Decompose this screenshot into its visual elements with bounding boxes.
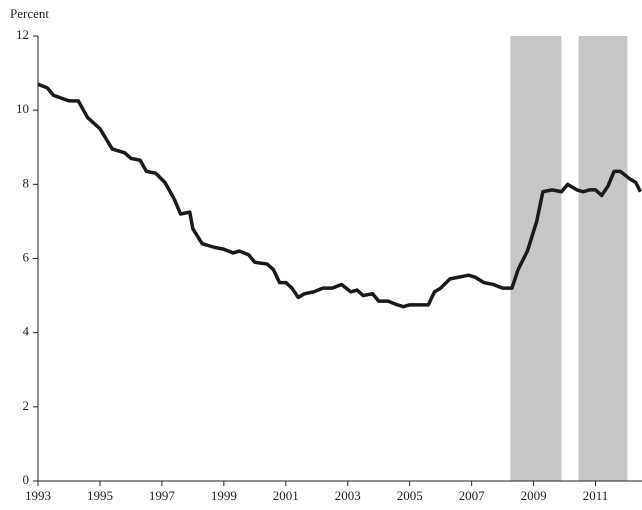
x-tick-label: 1997 [149,488,176,503]
y-tick-label: 6 [23,249,30,264]
data-line [37,82,642,309]
y-tick-label: 10 [16,101,29,116]
x-tick-label: 1999 [211,488,237,503]
y-tick-label: 2 [23,398,30,413]
x-tick-label: 1995 [87,488,113,503]
y-tick-label: 0 [23,472,30,487]
y-tick-label: 4 [23,324,30,339]
x-tick-label: 2009 [521,488,547,503]
x-tick-label: 2007 [459,488,486,503]
y-tick-label: 8 [23,175,30,190]
x-tick-label: 1993 [25,488,51,503]
x-tick-label: 2005 [397,488,423,503]
y-tick-label: 12 [16,27,29,42]
x-tick-label: 2001 [273,488,299,503]
shaded-region [510,36,562,481]
x-tick-label: 2011 [583,488,609,503]
shaded-region [578,36,628,481]
y-axis-label: Percent [10,6,49,21]
x-tick-label: 2003 [335,488,361,503]
